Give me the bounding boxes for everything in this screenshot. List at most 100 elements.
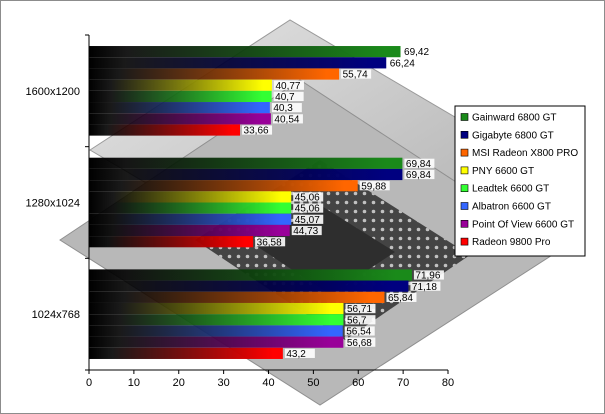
legend-label: Radeon 9800 Pro xyxy=(472,237,551,248)
x-tick-label: 50 xyxy=(307,377,319,389)
x-tick-label: 0 xyxy=(86,377,92,389)
data-label: 71,96 xyxy=(415,271,440,282)
bar-1-7 xyxy=(89,236,254,248)
data-label: 40,7 xyxy=(275,92,295,103)
data-label-bg xyxy=(413,270,444,280)
data-label: 69,42 xyxy=(404,47,429,58)
legend-box xyxy=(454,105,586,257)
data-label-bg xyxy=(255,237,286,247)
data-label-bg xyxy=(359,181,390,191)
data-label-bg xyxy=(402,47,433,57)
legend-swatch xyxy=(460,184,469,192)
x-tick-label: 70 xyxy=(397,377,409,389)
legend-label: Gainward 6800 GT xyxy=(472,113,557,124)
data-label-bg xyxy=(293,203,324,213)
x-tick-label: 10 xyxy=(128,377,140,389)
bar-2-2 xyxy=(89,291,385,303)
bar-1-5 xyxy=(89,213,292,225)
data-label-bg xyxy=(388,58,419,68)
bar-1-3 xyxy=(89,191,292,203)
data-label-bg xyxy=(345,315,376,325)
legend-label: MSI Radeon X800 PRO xyxy=(472,148,578,159)
data-label: 71,18 xyxy=(412,282,437,293)
bar-0-3 xyxy=(89,79,272,91)
legend: Gainward 6800 GT Gigabyte 6800 GT MSI Rade… xyxy=(454,105,586,257)
data-label: 45,06 xyxy=(295,204,320,215)
data-label-bg xyxy=(386,292,417,302)
category-label: 1280x1024 xyxy=(26,198,80,210)
data-label: 55,74 xyxy=(343,70,368,81)
data-label: 40,77 xyxy=(275,81,300,92)
x-tick-label: 80 xyxy=(442,377,454,389)
bar-2-3 xyxy=(89,302,344,315)
legend-label: Albatron 6600 GT xyxy=(472,202,551,213)
bar-2-4 xyxy=(89,314,344,326)
data-label-bg xyxy=(344,326,375,336)
data-label: 59,88 xyxy=(361,181,386,192)
data-label-bg xyxy=(293,192,324,202)
data-label-bg xyxy=(273,91,304,102)
bar-1-0 xyxy=(89,157,403,169)
bar-1-6 xyxy=(89,224,290,237)
x-tick-label: 20 xyxy=(173,377,185,389)
data-label-bg xyxy=(271,103,302,113)
legend-label: Leadtek 6600 GT xyxy=(472,184,549,195)
bar-1-1 xyxy=(89,168,403,181)
bar-0-4 xyxy=(89,90,272,103)
legend-label: Gigabyte 6800 GT xyxy=(472,130,554,141)
x-tick-label: 40 xyxy=(262,377,274,389)
data-label: 40,54 xyxy=(274,114,299,125)
data-label: 56,68 xyxy=(347,338,372,349)
data-label: 66,24 xyxy=(390,58,415,69)
category-label: 1024x768 xyxy=(32,309,80,321)
x-tick-label: 30 xyxy=(218,377,230,389)
data-label: 56,71 xyxy=(347,304,372,315)
data-label: 45,06 xyxy=(295,193,320,204)
axes-group: 1600x1200 1280x1024 1024x768 0 10 20 30 40 50 60 7… xyxy=(26,34,454,389)
bar-0-7 xyxy=(89,124,241,136)
bar-1-4 xyxy=(89,202,292,214)
data-label: 69,84 xyxy=(406,159,431,170)
bar-2-1 xyxy=(89,280,409,292)
data-label: 65,84 xyxy=(388,293,413,304)
bar-2-6 xyxy=(89,336,344,348)
legend-label: Point Of View 6600 GT xyxy=(472,219,574,230)
bar-0-0 xyxy=(89,46,401,58)
category-label: 1600x1200 xyxy=(26,86,80,98)
legend-swatch xyxy=(460,202,469,210)
data-label: 56,54 xyxy=(346,327,371,338)
data-label: 33,66 xyxy=(244,126,269,137)
bar-1-2 xyxy=(89,180,358,192)
data-label-bg xyxy=(284,348,315,358)
bar-0-6 xyxy=(89,113,271,125)
legend-swatch xyxy=(460,131,469,139)
data-label-bg xyxy=(293,214,324,224)
data-label-bg xyxy=(273,80,304,90)
data-label-bg xyxy=(404,169,435,180)
legend-swatch xyxy=(460,113,469,121)
data-label-bg xyxy=(345,337,376,347)
data-label-bg xyxy=(404,158,435,168)
bar-0-2 xyxy=(89,68,340,80)
data-label: 45,07 xyxy=(295,215,320,226)
bar-2-5 xyxy=(89,325,343,337)
bar-2-0 xyxy=(89,269,412,281)
x-tick-label: 60 xyxy=(352,377,364,389)
legend-swatch xyxy=(460,237,469,246)
data-label: 44,73 xyxy=(293,226,318,237)
bar-0-5 xyxy=(89,102,270,114)
data-label-bg xyxy=(242,125,273,135)
data-label-bg xyxy=(272,114,303,124)
data-label-bg xyxy=(410,281,441,291)
bar-0-1 xyxy=(89,57,387,69)
legend-swatch xyxy=(460,220,469,228)
data-label-bg xyxy=(345,303,376,314)
data-label: 56,7 xyxy=(347,315,367,326)
bar-2-7 xyxy=(89,347,283,359)
data-label: 36,58 xyxy=(257,237,282,248)
legend-swatch xyxy=(460,148,469,157)
legend-label: PNY 6600 GT xyxy=(472,166,534,177)
legend-swatch xyxy=(460,166,469,175)
